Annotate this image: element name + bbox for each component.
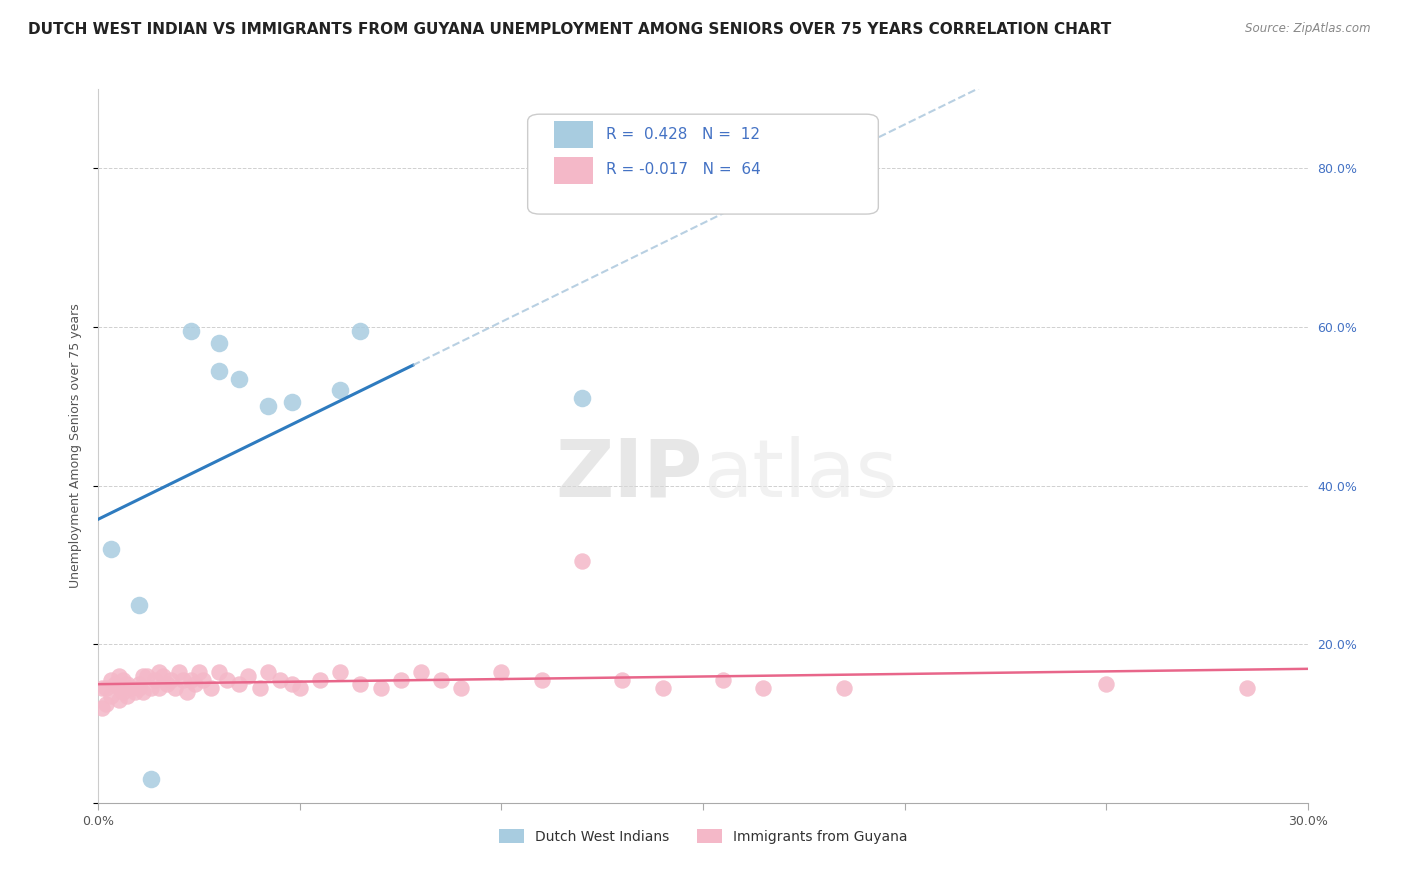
- Point: [107, 669, 129, 683]
- Point: [103, 677, 125, 691]
- Point: [450, 681, 472, 695]
- Point: [156, 677, 179, 691]
- Point: [256, 400, 278, 414]
- Point: [228, 371, 250, 385]
- Point: [100, 673, 122, 687]
- Point: [228, 677, 250, 691]
- Point: [389, 673, 412, 687]
- Point: [152, 669, 174, 683]
- Point: [135, 669, 157, 683]
- Point: [249, 681, 271, 695]
- Point: [281, 395, 304, 409]
- Point: [711, 673, 734, 687]
- Point: [651, 681, 673, 695]
- Point: [128, 681, 150, 695]
- Point: [612, 673, 634, 687]
- Point: [329, 665, 352, 679]
- FancyBboxPatch shape: [527, 114, 879, 214]
- Point: [167, 665, 190, 679]
- Point: [269, 673, 291, 687]
- Point: [100, 689, 122, 703]
- Point: [96, 697, 118, 711]
- Point: [752, 681, 775, 695]
- Legend: Dutch West Indians, Immigrants from Guyana: Dutch West Indians, Immigrants from Guya…: [494, 823, 912, 849]
- Point: [193, 673, 215, 687]
- Point: [176, 685, 198, 699]
- Point: [208, 335, 231, 350]
- Point: [172, 673, 194, 687]
- Point: [236, 669, 259, 683]
- Point: [1236, 681, 1258, 695]
- Point: [571, 392, 593, 406]
- Text: atlas: atlas: [703, 435, 897, 514]
- Y-axis label: Unemployment Among Seniors over 75 years: Unemployment Among Seniors over 75 years: [69, 303, 82, 589]
- Point: [832, 681, 855, 695]
- Point: [571, 554, 593, 568]
- Point: [120, 681, 142, 695]
- Text: DUTCH WEST INDIAN VS IMMIGRANTS FROM GUYANA UNEMPLOYMENT AMONG SENIORS OVER 75 Y: DUTCH WEST INDIAN VS IMMIGRANTS FROM GUY…: [28, 22, 1111, 37]
- Point: [163, 681, 186, 695]
- Point: [329, 384, 352, 398]
- Point: [100, 542, 122, 557]
- Point: [111, 685, 134, 699]
- Point: [184, 677, 207, 691]
- Point: [200, 681, 222, 695]
- Point: [208, 665, 231, 679]
- Point: [349, 677, 371, 691]
- Point: [91, 681, 114, 695]
- Point: [111, 673, 134, 687]
- FancyBboxPatch shape: [554, 121, 593, 148]
- Text: ZIP: ZIP: [555, 435, 703, 514]
- Point: [143, 673, 166, 687]
- Point: [409, 665, 432, 679]
- Point: [148, 681, 170, 695]
- Point: [180, 673, 202, 687]
- Point: [107, 692, 129, 706]
- Point: [160, 673, 183, 687]
- Point: [180, 324, 202, 338]
- Text: Source: ZipAtlas.com: Source: ZipAtlas.com: [1246, 22, 1371, 36]
- Point: [288, 681, 311, 695]
- Point: [281, 677, 304, 691]
- Point: [132, 685, 155, 699]
- Point: [188, 665, 211, 679]
- Point: [96, 681, 118, 695]
- Point: [115, 689, 138, 703]
- Point: [139, 681, 162, 695]
- Point: [491, 665, 513, 679]
- Point: [370, 681, 392, 695]
- Point: [132, 669, 155, 683]
- Point: [139, 772, 162, 786]
- Point: [430, 673, 453, 687]
- Text: R =  0.428   N =  12: R = 0.428 N = 12: [606, 127, 761, 142]
- Point: [107, 681, 129, 695]
- Point: [124, 685, 146, 699]
- FancyBboxPatch shape: [554, 157, 593, 184]
- Point: [217, 673, 239, 687]
- Point: [208, 364, 231, 378]
- Point: [91, 700, 114, 714]
- Point: [115, 677, 138, 691]
- Point: [128, 598, 150, 612]
- Point: [530, 673, 553, 687]
- Point: [128, 677, 150, 691]
- Point: [309, 673, 332, 687]
- Point: [349, 324, 371, 338]
- Point: [1095, 677, 1118, 691]
- Point: [256, 665, 278, 679]
- Point: [148, 665, 170, 679]
- Text: R = -0.017   N =  64: R = -0.017 N = 64: [606, 162, 761, 178]
